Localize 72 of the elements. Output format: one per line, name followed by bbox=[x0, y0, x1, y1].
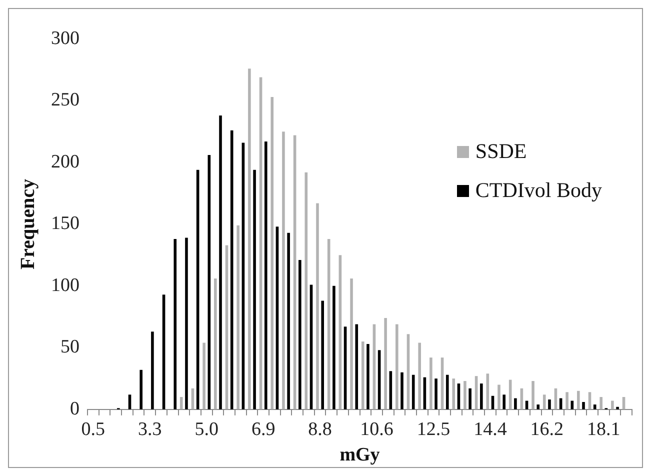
bar bbox=[248, 68, 251, 410]
y-tick-label: 250 bbox=[51, 90, 80, 111]
bar bbox=[611, 400, 614, 410]
bar bbox=[468, 388, 472, 410]
bar bbox=[366, 344, 370, 410]
bar bbox=[287, 232, 290, 410]
bar bbox=[321, 300, 324, 410]
bar bbox=[536, 404, 540, 410]
bar bbox=[361, 341, 364, 410]
bar bbox=[282, 132, 285, 410]
bar bbox=[180, 397, 183, 410]
bar bbox=[430, 358, 432, 410]
bar bbox=[230, 130, 234, 410]
bar bbox=[253, 170, 256, 410]
x-tick-label: 5.0 bbox=[194, 418, 218, 440]
x-tick-label: 12.5 bbox=[416, 418, 450, 440]
x-tick-label: 10.6 bbox=[360, 418, 394, 440]
bar bbox=[214, 278, 217, 410]
y-axis-title: Frequency bbox=[17, 178, 40, 270]
y-tick-label: 150 bbox=[51, 213, 80, 234]
bar bbox=[355, 324, 358, 410]
bar bbox=[514, 398, 517, 410]
bar bbox=[185, 238, 188, 410]
bar bbox=[480, 383, 483, 410]
x-tick-label: 16.2 bbox=[530, 418, 564, 440]
bar bbox=[498, 384, 500, 410]
y-tick-label: 200 bbox=[51, 151, 80, 172]
bar bbox=[548, 400, 551, 410]
y-tick-label: 50 bbox=[60, 336, 80, 358]
bar bbox=[600, 397, 602, 410]
bar bbox=[140, 370, 143, 410]
bar bbox=[446, 374, 449, 410]
x-tick-label: 0.5 bbox=[81, 418, 106, 440]
x-tick-label: 14.4 bbox=[474, 418, 508, 440]
bar bbox=[298, 260, 302, 410]
bar bbox=[464, 381, 466, 410]
bar bbox=[395, 324, 398, 410]
x-tick-label: 6.9 bbox=[251, 418, 276, 440]
bar bbox=[236, 225, 240, 410]
x-tick-label: 3.3 bbox=[138, 418, 162, 440]
bar bbox=[350, 278, 353, 410]
bar bbox=[582, 402, 585, 410]
bar bbox=[452, 378, 456, 410]
bar bbox=[174, 239, 177, 410]
x-tick-label: 8.8 bbox=[308, 418, 332, 440]
bar bbox=[542, 394, 546, 410]
bar bbox=[304, 172, 308, 410]
bar bbox=[151, 332, 154, 410]
bar bbox=[434, 378, 438, 410]
bar bbox=[270, 97, 274, 410]
bar bbox=[418, 342, 421, 410]
bar bbox=[400, 372, 404, 410]
legend-label: SSDE bbox=[475, 139, 527, 164]
bar bbox=[566, 392, 568, 410]
bar bbox=[502, 394, 506, 410]
legend-label: CTDIvol Body bbox=[475, 178, 602, 203]
bar bbox=[264, 141, 268, 410]
bar bbox=[219, 116, 222, 410]
bar bbox=[316, 203, 319, 410]
bar bbox=[532, 381, 534, 410]
bar bbox=[486, 374, 490, 410]
x-axis-title: mGy bbox=[340, 444, 380, 466]
y-tick-label: 100 bbox=[51, 274, 80, 296]
bar bbox=[593, 404, 596, 410]
bar bbox=[202, 342, 206, 410]
y-tick-label: 300 bbox=[51, 28, 80, 49]
bar bbox=[332, 286, 336, 410]
y-tick-label: 0 bbox=[70, 398, 80, 420]
bar bbox=[384, 318, 387, 410]
bar bbox=[412, 374, 415, 410]
x-tick-label: 18.1 bbox=[587, 418, 620, 440]
bar bbox=[576, 390, 580, 410]
